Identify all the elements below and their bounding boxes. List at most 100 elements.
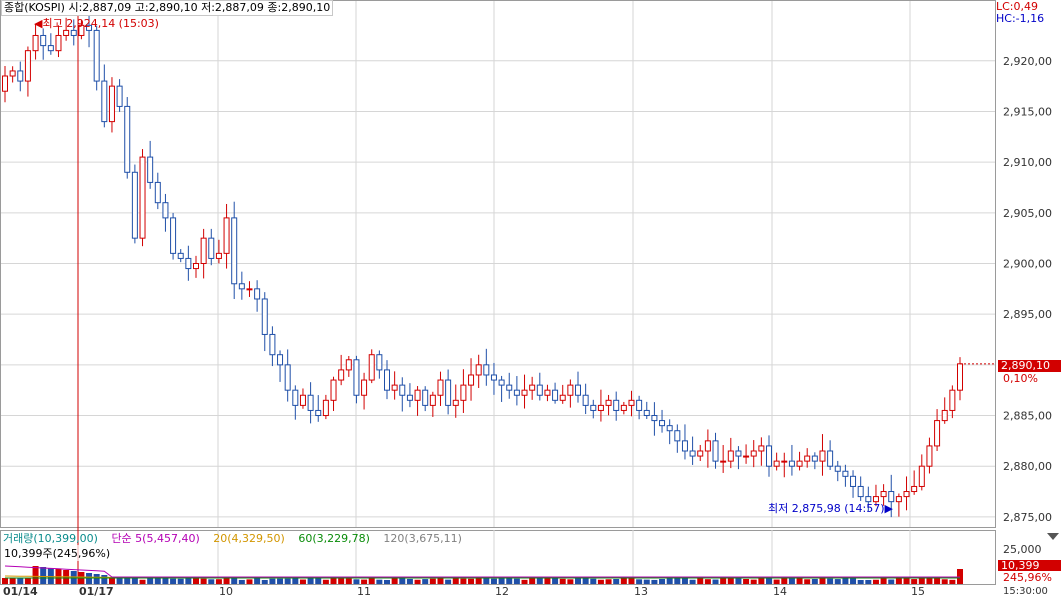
volume-bar [743,578,750,584]
candle-body [903,491,910,498]
candle-body [911,485,918,493]
lc-label: LC:0,49 [996,0,1039,13]
candle-body [9,70,16,77]
candle-body [277,354,284,366]
volume-bar [277,578,284,584]
volume-bar [666,578,673,584]
candle-body [590,404,597,411]
candle-body [170,217,177,254]
volume-bar [330,577,337,584]
candle-body [200,237,207,265]
candle-body [575,384,581,396]
x-tick-label: 01/17 [79,585,114,596]
candle-body [406,394,413,401]
volume-bar [315,577,322,584]
volume-bar [9,578,16,584]
x-tick-label: 01/14 [3,585,38,596]
candle-body [567,384,574,396]
volume-legend: 거래량(10,399,00) 단순 5(5,457,40) 20(4,329,5… [3,532,472,545]
candle-body [766,445,772,467]
candle-body [399,384,406,396]
candle-body [666,425,673,432]
volume-bar [712,579,719,584]
candle-body [773,460,780,467]
volume-bar [575,577,581,584]
candle-body [299,394,306,406]
candle-body [880,491,887,498]
collapse-caret-icon[interactable] [1047,533,1059,540]
chart-legend: 종합(KOSPI) 시:2,887,09 고:2,890,10 저:2,887,… [1,0,334,16]
ma60-label: 60(3,229,78) [298,532,370,545]
candle-body [131,171,138,239]
volume-bar [659,578,666,584]
candle-body [429,394,436,406]
candle-body [529,384,536,391]
y-tick-label: 2,905,00 [1003,207,1052,220]
candle-body [86,24,93,31]
volume-bar [254,577,261,584]
volume-bar [750,579,757,584]
volume-bar [284,578,291,584]
candle-body [857,485,864,498]
volume-bar [345,578,352,584]
volume-panel-frame [0,530,996,585]
volume-bar [162,578,169,584]
candle-body [78,24,85,36]
candle-body [559,394,566,401]
candle-body [452,399,459,406]
candle-body [895,496,902,503]
candle-body [743,455,750,458]
candle-body [445,379,452,406]
candle-body [2,75,8,92]
candle-body [605,399,612,406]
y-tick-label: 2,900,00 [1003,258,1052,271]
candle-body [918,465,925,487]
candle-body [842,470,849,477]
volume-bar [299,579,306,584]
volume-bar [391,577,398,584]
y-tick-label: 2,915,00 [1003,105,1052,118]
volume-bar [605,579,612,584]
volume-bar [911,579,918,584]
volume-bar [361,579,368,584]
candle-body [544,389,551,396]
candle-body [208,237,215,259]
volume-bar [727,578,734,584]
volume-bar [170,578,177,584]
volume-bar [521,579,528,584]
volume-bar [781,577,788,584]
candle-body [490,374,497,381]
volume-bar [231,577,238,584]
y-tick-label: 2,885,00 [1003,410,1052,423]
candle-body [689,450,696,457]
volume-bar [246,579,253,584]
volume-bar [674,577,681,584]
volume-bar [949,579,956,584]
volume-bar [735,577,742,584]
volume-bar [208,579,215,584]
volume-bar [773,579,780,584]
candle-body [353,359,360,396]
candle-body [934,420,941,447]
candle-body [460,384,467,401]
candle-body [697,450,704,457]
volume-bar [918,578,925,584]
volume-bar [24,578,31,584]
volume-bar [193,578,199,584]
current-price-box: 2,890,10 [998,360,1061,372]
candle-body [376,354,383,371]
volume-bar [758,577,765,584]
volume-bar [124,578,131,584]
volume-bar [353,579,360,584]
volume-bar [613,579,620,584]
candle-body [24,50,31,82]
volume-bar [32,566,39,584]
candle-body [850,475,857,487]
volume-bar [529,577,536,584]
candle-body [712,440,719,462]
volume-bar [941,579,948,584]
candle-body [811,455,818,462]
volume-bar [880,577,887,584]
volume-bar [200,578,207,584]
volume-bar [215,579,222,584]
